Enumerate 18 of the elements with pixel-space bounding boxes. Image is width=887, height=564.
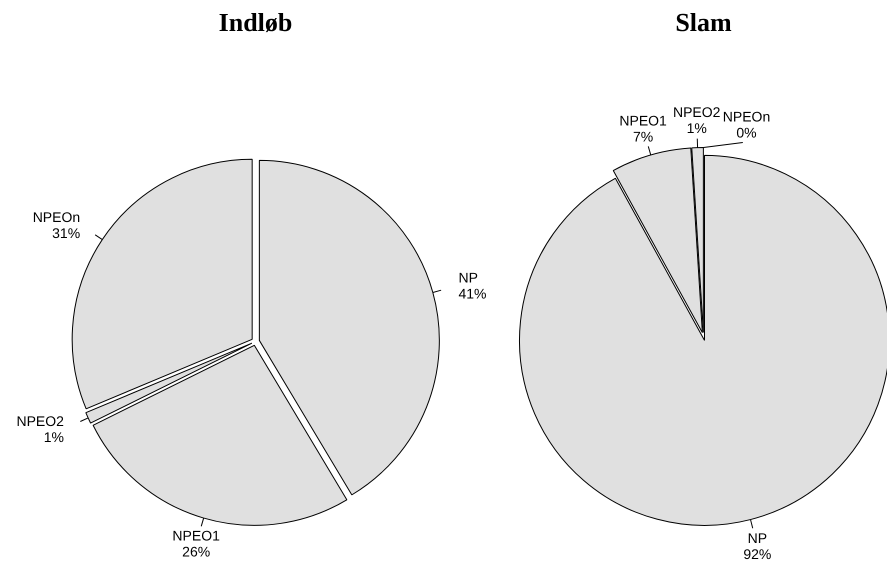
slice-label: NPEO1 — [619, 112, 668, 129]
data-label: 41% — [458, 285, 487, 302]
chart-title: Indløb — [218, 8, 292, 37]
slice-label: NP — [748, 530, 768, 546]
category-label: NPEOn — [722, 108, 770, 124]
text: 0% — [736, 124, 757, 140]
slice-label: NPEOn — [32, 208, 80, 225]
data-label: 1% — [686, 120, 707, 136]
chart-title: Slam — [675, 8, 732, 37]
data-label: 1% — [44, 428, 64, 445]
slice-label: NPEO1 — [172, 528, 220, 544]
data-label: 7% — [632, 128, 654, 145]
data-label: 92% — [743, 546, 772, 562]
slice-label: NPEO2 — [16, 412, 64, 429]
data-label: 26% — [182, 544, 210, 560]
slice-label: NP — [458, 269, 478, 286]
data-label: 31% — [52, 224, 80, 241]
slice-label: NPEO2 — [672, 104, 721, 120]
